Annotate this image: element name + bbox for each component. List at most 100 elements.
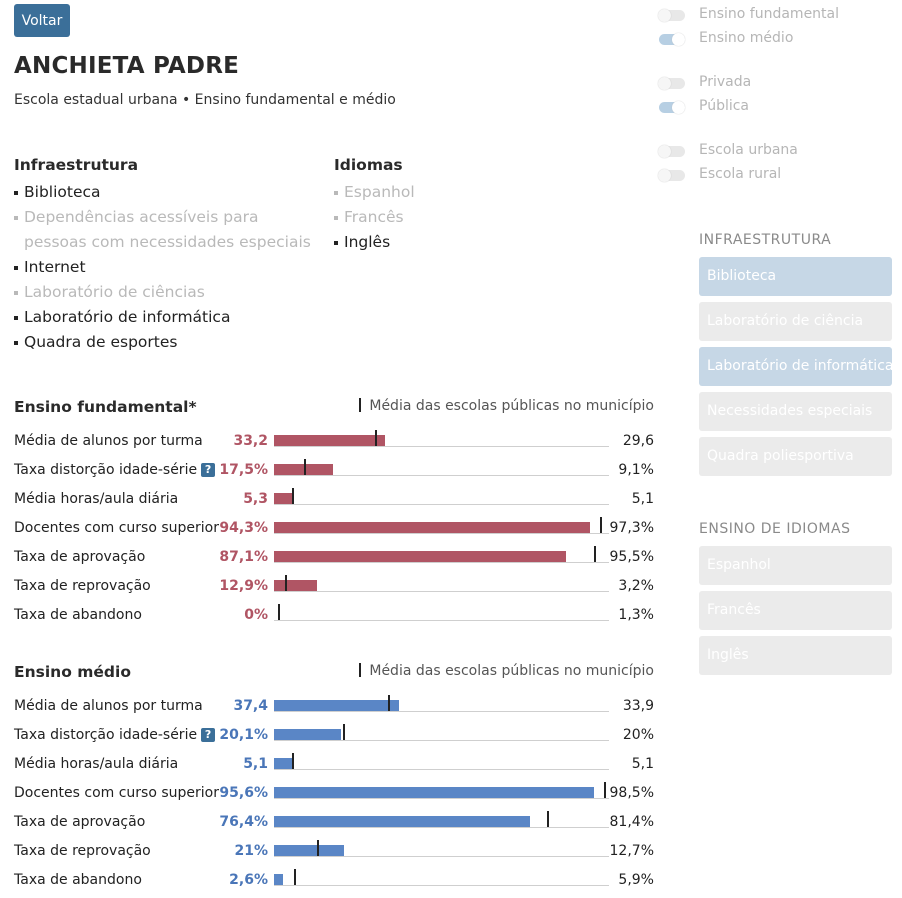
metric-label: Docentes com curso superior <box>14 520 219 536</box>
bar-track <box>274 827 609 828</box>
filter-label: Privada <box>699 74 752 90</box>
metric-label-text: Taxa de aprovação <box>14 814 146 830</box>
filter-chip[interactable]: Inglês <box>699 636 892 675</box>
toggle-switch[interactable] <box>658 77 685 90</box>
metric-value: 17,5% <box>219 462 268 478</box>
metric-label-text: Taxa distorção idade-série <box>14 462 198 478</box>
metric-label-text: Docentes com curso superior <box>14 785 219 801</box>
reference-value: 12,7% <box>609 843 654 859</box>
infraestrutura-item: Laboratório de ciências <box>14 280 314 305</box>
bar-track <box>274 620 609 621</box>
reference-value: 1,3% <box>618 607 654 623</box>
filter-label: Escola rural <box>699 166 782 182</box>
filter-label: Escola urbana <box>699 142 798 158</box>
metric-label: Taxa de abandono <box>14 607 142 623</box>
metric-label: Média horas/aula diária <box>14 491 178 507</box>
reference-value: 33,9 <box>622 698 654 714</box>
reference-tick <box>294 869 296 885</box>
metric-row: Taxa distorção idade-série? 17,5% 9,1% <box>14 459 654 481</box>
metric-label-text: Taxa de abandono <box>14 872 142 888</box>
toggle-switch[interactable] <box>658 169 685 182</box>
school-subtitle: Escola estadual urbana • Ensino fundamen… <box>14 92 396 108</box>
toggle-switch[interactable] <box>659 33 685 46</box>
idiomas-item: Francês <box>334 205 534 230</box>
section-title: Ensino médio <box>14 663 131 681</box>
metric-value: 95,6% <box>219 785 268 801</box>
metric-label: Taxa de aprovação <box>14 549 145 565</box>
toggle-switch[interactable] <box>659 101 685 114</box>
reference-value: 5,1 <box>631 756 654 772</box>
reference-tick <box>292 488 294 504</box>
legend: Média das escolas públicas no município <box>359 398 654 414</box>
reference-value: 95,5% <box>609 549 654 565</box>
metric-row: Taxa de abandono 0% 1,3% <box>14 604 654 626</box>
metric-label-text: Taxa de aprovação <box>14 549 146 565</box>
help-icon[interactable]: ? <box>201 728 216 742</box>
metric-row: Média horas/aula diária 5,3 5,1 <box>14 488 654 510</box>
metric-label-text: Média de alunos por turma <box>14 433 203 449</box>
metric-row: Média de alunos por turma 33,2 29,6 <box>14 430 654 452</box>
metric-value: 12,9% <box>219 578 268 594</box>
reference-value: 9,1% <box>618 462 654 478</box>
bar-track <box>274 562 609 563</box>
metric-label: Docentes com curso superior <box>14 785 219 801</box>
bar-track <box>274 533 609 534</box>
metric-bar <box>274 522 590 533</box>
filter-chip[interactable]: Biblioteca <box>699 257 892 296</box>
metric-row: Taxa distorção idade-série? 20,1% 20% <box>14 724 654 746</box>
filter-chip[interactable]: Laboratório de informática <box>699 347 893 386</box>
reference-tick <box>292 753 294 769</box>
metric-value: 33,2 <box>233 433 268 449</box>
bar-track <box>274 769 609 770</box>
metric-row: Taxa de aprovação 87,1% 95,5% <box>14 546 654 568</box>
metric-value: 5,3 <box>243 491 268 507</box>
infraestrutura-item: Quadra de esportes <box>14 330 314 355</box>
ensino-medio-section: Ensino médio Média das escolas públicas … <box>14 663 654 893</box>
metric-value: 76,4% <box>219 814 268 830</box>
back-button[interactable]: Voltar <box>14 4 70 37</box>
toggle-knob <box>672 33 685 46</box>
toggle-switch[interactable] <box>658 9 685 22</box>
reference-tick <box>594 546 596 562</box>
filter-chip[interactable]: Quadra poliesportiva <box>699 437 892 476</box>
filter-chip[interactable]: Laboratório de ciência <box>699 302 892 341</box>
help-icon[interactable]: ? <box>201 463 216 477</box>
infraestrutura-item: Laboratório de informática <box>14 305 314 330</box>
filter-chip[interactable]: Espanhol <box>699 546 892 585</box>
infrastructure-list: Infraestrutura Biblioteca Dependências ac… <box>14 156 314 355</box>
metric-bar <box>274 787 594 798</box>
metric-bar <box>274 700 399 711</box>
metric-bar <box>274 551 566 562</box>
metric-value: 21% <box>234 843 268 859</box>
toggle-knob <box>658 145 671 158</box>
metric-label: Média de alunos por turma <box>14 433 203 449</box>
metric-bar <box>274 435 385 446</box>
bar-track <box>274 856 609 857</box>
metric-bar <box>274 816 530 827</box>
reference-value: 20% <box>622 727 654 743</box>
metric-row: Taxa de aprovação 76,4% 81,4% <box>14 811 654 833</box>
filter-chip[interactable]: Necessidades especiais <box>699 392 892 431</box>
metric-bar <box>274 758 292 769</box>
toggle-switch[interactable] <box>658 145 685 158</box>
metric-bar <box>274 845 344 856</box>
metric-label-text: Docentes com curso superior <box>14 520 219 536</box>
bar-track <box>274 798 609 799</box>
bar-track <box>274 740 609 741</box>
metric-label-text: Taxa de reprovação <box>14 843 151 859</box>
reference-tick <box>317 840 319 856</box>
toggle-knob <box>658 169 671 182</box>
infrastructure-filter-title: INFRAESTRUTURA <box>699 232 832 248</box>
idiomas-item: Inglês <box>334 230 534 255</box>
reference-value: 29,6 <box>622 433 654 449</box>
metric-row: Docentes com curso superior 94,3% 97,3% <box>14 517 654 539</box>
reference-marker-icon <box>359 663 362 677</box>
language-filter-title: ENSINO DE IDIOMAS <box>699 521 851 537</box>
reference-tick <box>604 782 606 798</box>
filter-chip[interactable]: Francês <box>699 591 892 630</box>
school-name: ANCHIETA PADRE <box>14 53 240 79</box>
infraestrutura-item: Dependências acessíveis para pessoas com… <box>14 205 314 255</box>
reference-tick <box>304 459 306 475</box>
filter-label: Ensino fundamental <box>699 6 840 22</box>
metric-label: Média de alunos por turma <box>14 698 203 714</box>
